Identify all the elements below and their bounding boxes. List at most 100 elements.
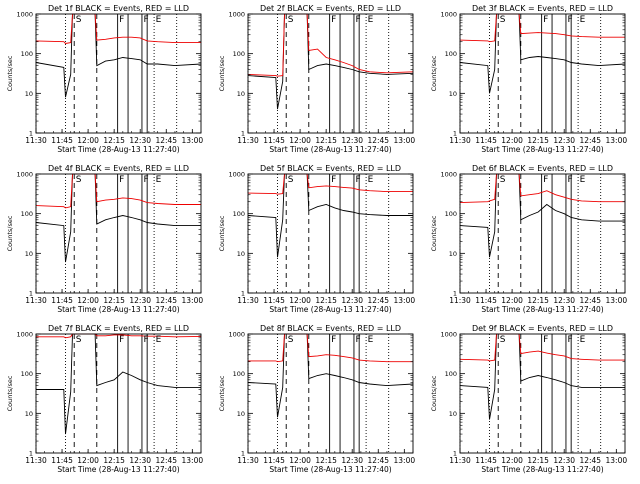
x-tick-label: 13:00 bbox=[182, 136, 204, 145]
marker-label: S bbox=[500, 15, 506, 25]
y-tick-label: 100 bbox=[445, 50, 457, 58]
x-tick-label: 11:30 bbox=[237, 136, 259, 145]
series-line-lld bbox=[459, 333, 625, 362]
x-tick-label: 11:30 bbox=[237, 296, 259, 305]
y-tick-label: 10 bbox=[25, 250, 33, 258]
y-tick-label: 1000 bbox=[16, 171, 33, 179]
plot-frame bbox=[459, 333, 626, 454]
marker-label: E bbox=[156, 175, 162, 185]
x-tick-label: 11:45 bbox=[263, 296, 285, 305]
series-line-events bbox=[35, 13, 202, 98]
x-tick-label: 12:15 bbox=[527, 296, 549, 305]
x-tick-label: 11:30 bbox=[25, 456, 47, 465]
y-tick-label: 1000 bbox=[16, 331, 33, 339]
x-tick-label: 12:45 bbox=[579, 296, 601, 305]
y-tick-label: 1000 bbox=[16, 11, 33, 19]
x-tick-label: 12:30 bbox=[129, 296, 151, 305]
x-tick-label: 13:00 bbox=[606, 456, 628, 465]
series-line-events bbox=[459, 333, 625, 420]
y-tick-label: 100 bbox=[233, 50, 245, 58]
x-tick-label: 12:00 bbox=[289, 296, 311, 305]
detector-panel-4 bbox=[35, 173, 202, 294]
marker-label: F bbox=[355, 335, 360, 345]
series-line-lld bbox=[459, 13, 625, 43]
marker-label: F bbox=[567, 335, 572, 345]
marker-label: S bbox=[500, 335, 506, 345]
plot-frame bbox=[247, 333, 414, 454]
plot-frame bbox=[459, 13, 626, 134]
y-tick-label: 1 bbox=[241, 450, 245, 458]
y-tick-label: 1 bbox=[29, 450, 33, 458]
marker-label: S bbox=[288, 15, 294, 25]
y-tick-label: 1000 bbox=[440, 11, 457, 19]
x-tick-label: 12:30 bbox=[553, 296, 575, 305]
marker-label: E bbox=[580, 15, 586, 25]
marker-label: F bbox=[543, 15, 548, 25]
marker-label: F bbox=[355, 15, 360, 25]
y-axis-label: Counts/sec bbox=[430, 375, 438, 411]
x-tick-label: 12:00 bbox=[77, 296, 99, 305]
y-tick-label: 10 bbox=[449, 90, 457, 98]
x-tick-label: 12:45 bbox=[155, 296, 177, 305]
marker-label: S bbox=[288, 335, 294, 345]
marker-label: F bbox=[331, 175, 336, 185]
y-tick-label: 10 bbox=[237, 250, 245, 258]
marker-label: F bbox=[119, 15, 124, 25]
y-tick-label: 10 bbox=[237, 90, 245, 98]
y-tick-label: 1000 bbox=[228, 331, 245, 339]
x-tick-label: 12:45 bbox=[367, 296, 389, 305]
x-axis-label: Start Time (28-Aug-13 11:27:40) bbox=[481, 305, 603, 314]
detector-panel-8 bbox=[247, 333, 414, 454]
detector-panel-7 bbox=[35, 333, 202, 454]
y-axis-label: Counts/sec bbox=[218, 215, 226, 251]
x-tick-label: 12:30 bbox=[341, 136, 363, 145]
x-tick-label: 12:00 bbox=[77, 456, 99, 465]
x-tick-label: 12:30 bbox=[341, 456, 363, 465]
x-tick-label: 11:30 bbox=[25, 296, 47, 305]
x-tick-label: 12:30 bbox=[553, 456, 575, 465]
plot-frame bbox=[35, 333, 202, 454]
series-line-events bbox=[247, 333, 414, 418]
detector-panel-3 bbox=[459, 13, 626, 134]
x-tick-label: 13:00 bbox=[606, 296, 628, 305]
marker-label: S bbox=[76, 335, 82, 345]
x-tick-label: 13:00 bbox=[394, 296, 416, 305]
marker-label: F bbox=[143, 335, 148, 345]
detector-panel-1 bbox=[35, 13, 202, 134]
marker-label: F bbox=[543, 175, 548, 185]
y-tick-label: 10 bbox=[25, 410, 33, 418]
panel-title: Det 7f BLACK = Events, RED = LLD bbox=[48, 324, 189, 333]
x-tick-label: 11:30 bbox=[449, 456, 471, 465]
x-tick-label: 12:15 bbox=[103, 136, 125, 145]
x-tick-label: 12:45 bbox=[155, 456, 177, 465]
y-tick-label: 100 bbox=[21, 210, 33, 218]
x-tick-label: 11:45 bbox=[51, 296, 73, 305]
panel-title: Det 4f BLACK = Events, RED = LLD bbox=[48, 164, 189, 173]
y-tick-label: 1 bbox=[241, 290, 245, 298]
marker-label: E bbox=[580, 335, 586, 345]
x-tick-label: 11:45 bbox=[263, 456, 285, 465]
y-tick-label: 100 bbox=[233, 370, 245, 378]
x-tick-label: 12:15 bbox=[315, 296, 337, 305]
x-tick-label: 12:30 bbox=[129, 456, 151, 465]
panel-title: Det 2f BLACK = Events, RED = LLD bbox=[260, 4, 401, 13]
y-tick-label: 1 bbox=[453, 290, 457, 298]
plot-frame bbox=[247, 173, 414, 294]
x-tick-label: 11:45 bbox=[475, 456, 497, 465]
y-tick-label: 10 bbox=[449, 410, 457, 418]
y-tick-label: 1 bbox=[241, 130, 245, 138]
x-tick-label: 12:45 bbox=[579, 456, 601, 465]
y-tick-label: 10 bbox=[237, 410, 245, 418]
marker-label: S bbox=[76, 175, 82, 185]
marker-label: E bbox=[368, 15, 374, 25]
x-tick-label: 11:30 bbox=[237, 456, 259, 465]
x-tick-label: 12:00 bbox=[289, 456, 311, 465]
series-line-lld bbox=[35, 173, 201, 209]
y-tick-label: 1 bbox=[29, 290, 33, 298]
plot-frame bbox=[35, 173, 202, 294]
x-axis-label: Start Time (28-Aug-13 11:27:40) bbox=[481, 465, 603, 474]
marker-label: F bbox=[331, 15, 336, 25]
series-line-events bbox=[247, 173, 413, 258]
x-tick-label: 12:30 bbox=[341, 296, 363, 305]
panel-title: Det 5f BLACK = Events, RED = LLD bbox=[260, 164, 401, 173]
